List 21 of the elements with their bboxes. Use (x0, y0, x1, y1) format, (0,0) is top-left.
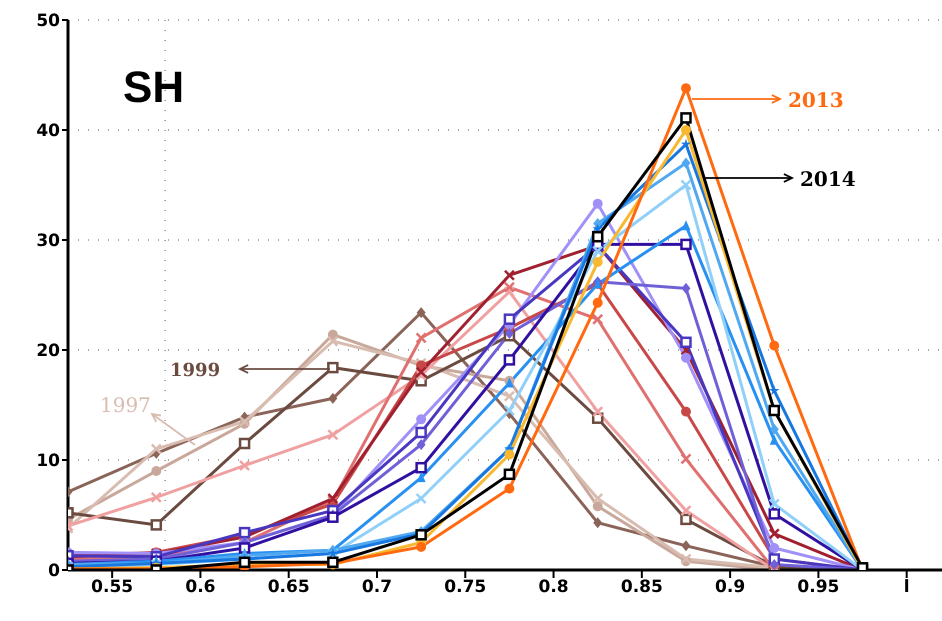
y-tick-label: 50 (36, 11, 60, 32)
x-tick-label: 0.55 (91, 577, 134, 598)
y-tick-label: 20 (36, 341, 60, 362)
text: 1999 (170, 360, 220, 381)
x-tick-label: 0.6 (185, 577, 216, 598)
x-tick-label: 0.75 (444, 577, 486, 598)
x-tick-label: 0.65 (268, 577, 310, 598)
legend-label: 2013 (788, 88, 844, 112)
y-tick-label: 10 (36, 451, 60, 472)
x-tick-label: 0.85 (620, 577, 663, 598)
x-tick-label: 0.95 (797, 577, 840, 598)
annotation: SH (123, 63, 184, 112)
y-tick-label: 30 (36, 231, 60, 252)
x-tick-label: 0.9 (715, 577, 746, 598)
y-tick-label: 40 (36, 121, 60, 142)
y-tick-label: 0 (48, 561, 60, 582)
x-tick-label: 0.7 (362, 577, 392, 598)
x-tick-label: l (904, 577, 910, 598)
legend-label: 2014 (800, 167, 856, 191)
x-tick-label: 0.8 (538, 577, 569, 598)
series-label: 1997 (100, 393, 151, 417)
